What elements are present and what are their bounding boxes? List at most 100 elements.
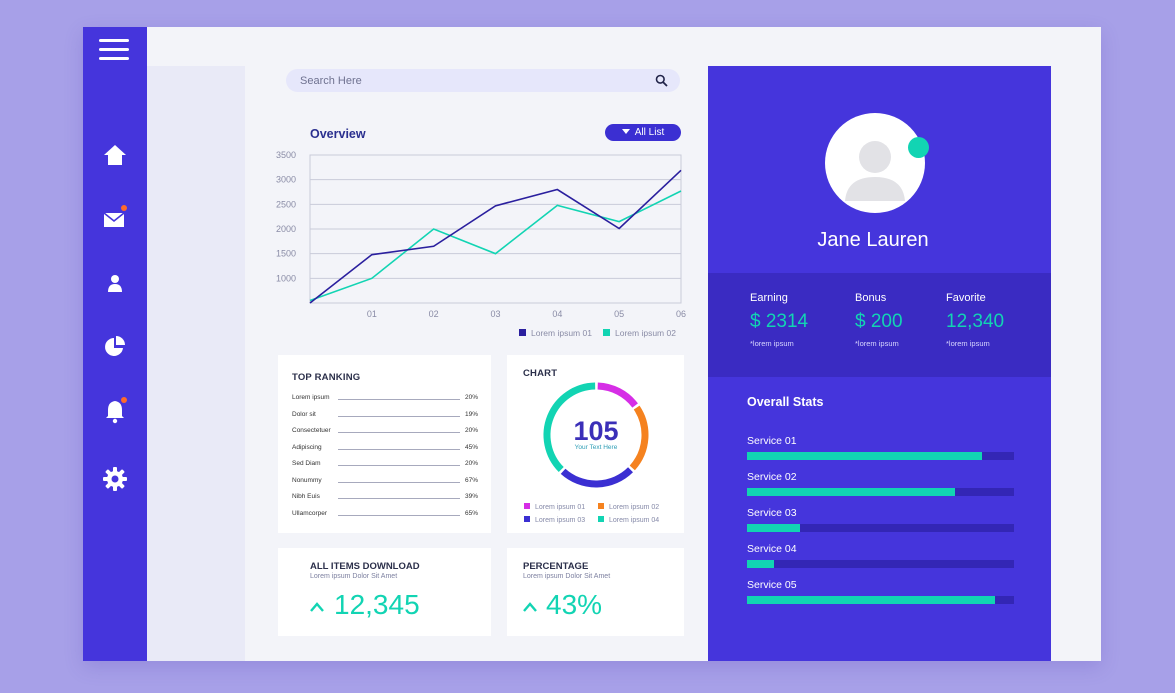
- all-list-label: All List: [634, 127, 665, 138]
- ranking-value: 19%: [464, 410, 478, 418]
- donut-legend-item: Lorem ipsum 03: [524, 516, 585, 526]
- service-label: Service 02: [747, 471, 797, 483]
- service-progress-fill: [747, 596, 996, 604]
- sidebar: [83, 27, 147, 661]
- downloads-value: 12,345: [334, 589, 420, 620]
- stat-sub-favorite: *lorem ipsum: [946, 339, 990, 348]
- x-tick-label: 02: [429, 309, 439, 319]
- user-avatar-icon: [845, 141, 905, 201]
- ranking-name: Sed Diam: [292, 460, 321, 467]
- ranking-name: Nonummy: [292, 476, 322, 484]
- ranking-divider: [338, 399, 460, 400]
- series-line: [309, 169, 682, 304]
- x-tick-label: 04: [552, 309, 562, 319]
- donut-center-value: 105: [573, 416, 619, 446]
- ranking-value: 65%: [464, 509, 478, 517]
- ranking-row: Lorem ipsum 20%: [292, 394, 478, 406]
- ranking-row: Dolor sit 19%: [292, 411, 478, 423]
- service-label: Service 03: [747, 507, 797, 519]
- user-icon[interactable]: [101, 269, 129, 297]
- ranking-divider: [338, 481, 460, 483]
- search-bar[interactable]: [286, 69, 680, 92]
- service-progress-fill: [747, 488, 956, 496]
- home-icon[interactable]: [101, 141, 129, 169]
- service-progress-track: [747, 596, 1014, 604]
- bell-icon[interactable]: [101, 397, 129, 425]
- top-ranking-card: TOP RANKING Lorem ipsum 20% Dolor sit 19% Co…: [278, 355, 491, 533]
- donut-legend-item: Lorem ipsum 02: [598, 503, 659, 513]
- downloads-subtitle: Lorem ipsum Dolor Sit Amet: [310, 573, 398, 580]
- stat-label-earning: Earning: [750, 292, 788, 304]
- service-progress-track: [747, 452, 1014, 460]
- arrow-up-icon: [523, 602, 537, 612]
- series-line: [309, 190, 682, 302]
- pie-chart-icon[interactable]: [101, 333, 129, 361]
- donut-legend-item: Lorem ipsum 01: [524, 503, 585, 513]
- downloads-title: ALL ITEMS DOWNLOAD: [310, 561, 420, 572]
- chart-card: CHART: [507, 355, 684, 533]
- ranking-value: 67%: [464, 476, 478, 484]
- arrow-up-icon: [310, 602, 324, 612]
- hamburger-menu-icon[interactable]: [98, 39, 132, 65]
- ranking-value: 20%: [464, 394, 478, 401]
- percentage-subtitle: Lorem ipsum Dolor Sit Amet: [523, 573, 611, 580]
- ranking-name: Nibh Euis: [292, 493, 320, 500]
- ranking-row: Adipiscing 45%: [292, 444, 478, 456]
- ranking-value: 20%: [464, 427, 478, 434]
- donut-legend-item: Lorem ipsum 04: [598, 516, 659, 526]
- stat-value-favorite: 12,340: [946, 311, 1005, 332]
- x-tick-label: 06: [676, 309, 686, 319]
- ranking-value: 39%: [464, 493, 478, 500]
- x-tick-label: 01: [367, 309, 377, 319]
- y-tick-label: 1500: [276, 249, 296, 259]
- ranking-name: Ullamcorper: [292, 509, 328, 517]
- ranking-name: Lorem ipsum: [292, 394, 330, 401]
- y-tick-label: 2000: [276, 224, 296, 234]
- stat-label-favorite: Favorite: [946, 292, 986, 304]
- search-input[interactable]: [300, 72, 640, 89]
- online-status-dot: [908, 137, 929, 158]
- stat-sub-earning: *lorem ipsum: [750, 339, 794, 348]
- ranking-divider: [338, 498, 460, 499]
- mail-badge: [121, 205, 127, 211]
- ranking-divider: [338, 465, 460, 466]
- service-progress-fill: [747, 524, 801, 532]
- mail-icon[interactable]: [101, 205, 129, 233]
- donut-slice: [629, 405, 649, 471]
- service-progress-track: [747, 488, 1014, 496]
- percentage-title: PERCENTAGE: [523, 561, 589, 572]
- ranking-name: Consectetuer: [292, 427, 331, 434]
- service-label: Service 05: [747, 579, 797, 591]
- service-progress-fill: [747, 560, 774, 568]
- avatar[interactable]: [825, 113, 925, 213]
- x-tick-label: 03: [490, 309, 500, 319]
- legend-swatch: [603, 329, 610, 336]
- stat-sub-bonus: *lorem ipsum: [855, 339, 899, 348]
- percentage-value: 43%: [546, 589, 603, 620]
- x-tick-label: 05: [614, 309, 624, 319]
- ranking-row: Nibh Euis 39%: [292, 493, 478, 505]
- search-icon[interactable]: [655, 74, 668, 87]
- stat-value-bonus: $ 200: [855, 311, 903, 332]
- profile-name: Jane Lauren: [817, 229, 929, 251]
- ranking-name: Dolor sit: [292, 410, 316, 418]
- legend-label: Lorem ipsum 02: [615, 328, 676, 338]
- legend-label: Lorem ipsum 01: [531, 328, 592, 338]
- ranking-divider: [338, 514, 460, 516]
- donut-center-label: Your Text Here: [574, 444, 618, 451]
- profile-stats-band: [708, 273, 1051, 377]
- donut-slice: [597, 382, 638, 408]
- y-tick-label: 2500: [276, 199, 296, 209]
- ranking-divider: [338, 415, 460, 417]
- service-label: Service 01: [747, 435, 797, 447]
- service-progress-track: [747, 524, 1014, 532]
- all-list-dropdown[interactable]: All List: [605, 124, 681, 141]
- ranking-row: Consectetuer 20%: [292, 427, 478, 439]
- ranking-row: Nonummy 67%: [292, 477, 478, 489]
- service-progress-fill: [747, 452, 982, 460]
- legend-swatch: [519, 329, 526, 336]
- stat-label-bonus: Bonus: [855, 292, 887, 304]
- gear-icon[interactable]: [101, 465, 129, 493]
- y-tick-label: 3500: [276, 150, 296, 160]
